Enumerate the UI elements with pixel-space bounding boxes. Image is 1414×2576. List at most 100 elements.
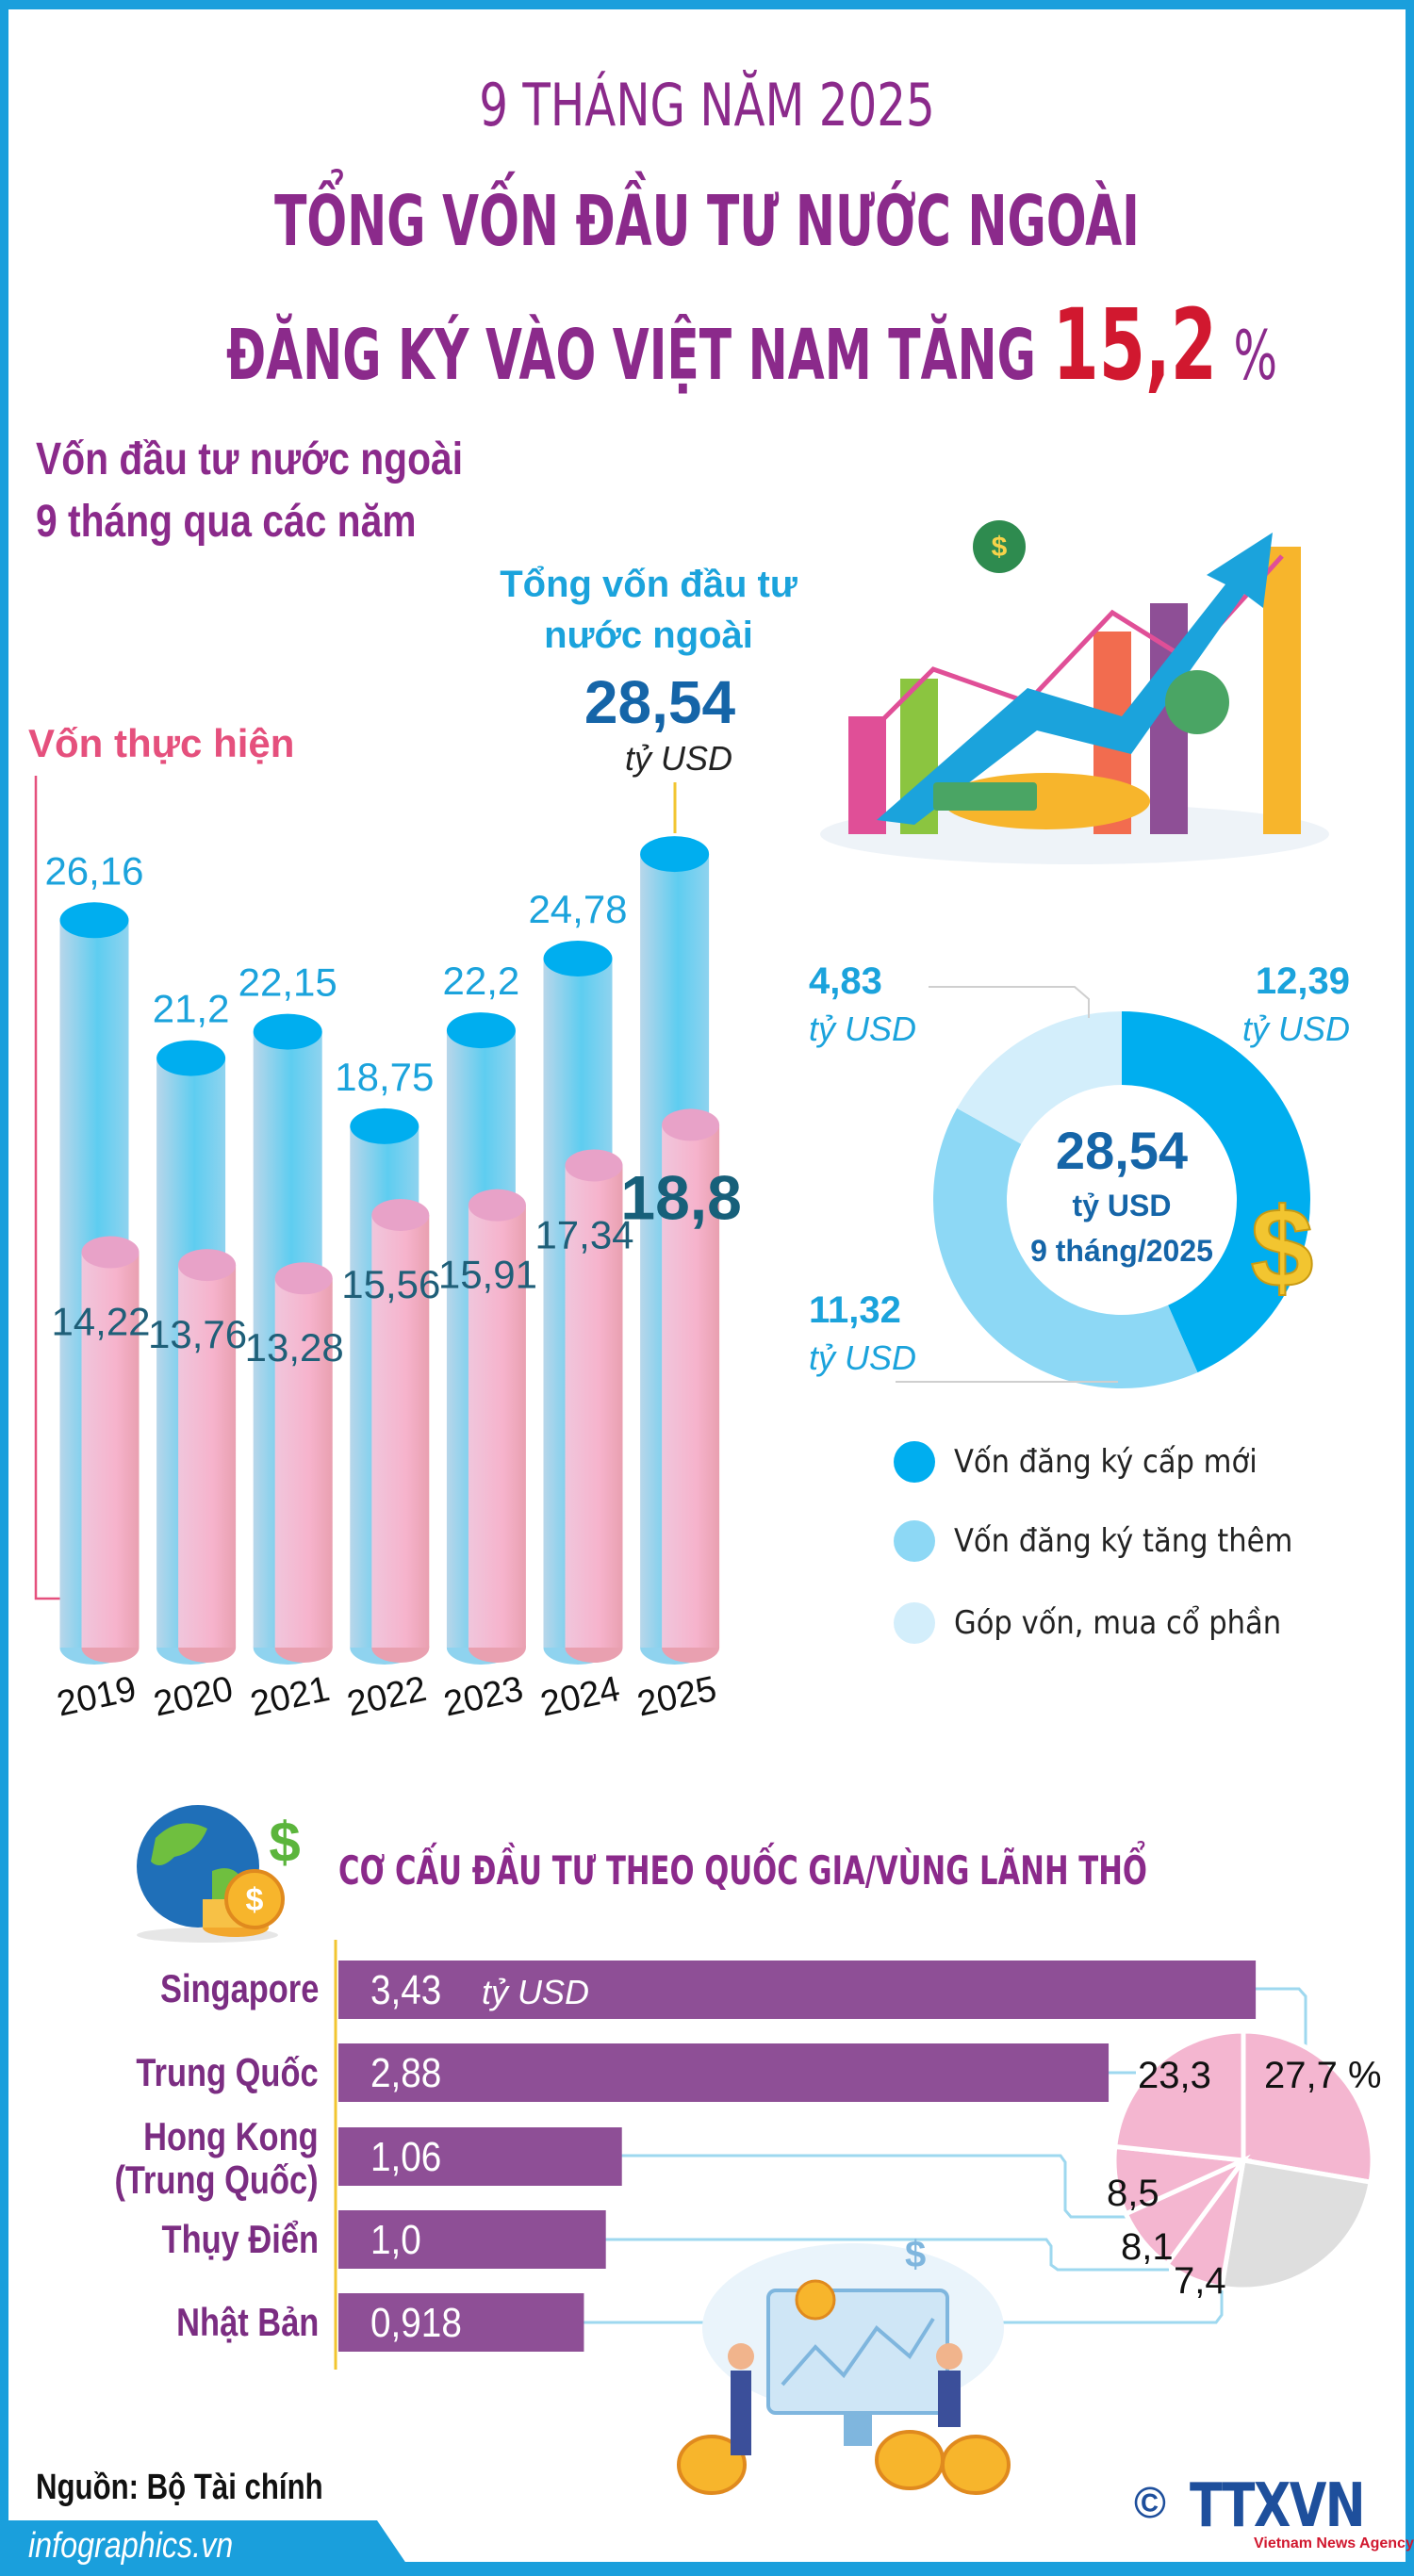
website-link[interactable]: infographics.vn xyxy=(28,2526,234,2566)
realized-value-label: 14,22 xyxy=(51,1300,150,1344)
realized-value-label: 13,76 xyxy=(148,1312,247,1356)
country-bar xyxy=(338,2127,622,2186)
year-tick-label: 2024 xyxy=(537,1669,623,1725)
svg-text:$: $ xyxy=(246,1882,264,1918)
frame-top xyxy=(0,0,1414,9)
section1-title-line2: 9 tháng qua các năm xyxy=(36,497,417,547)
donut-label-value: 12,39 xyxy=(1256,960,1350,1002)
total-label-line2: nước ngoài xyxy=(544,615,753,656)
copyright-icon: © xyxy=(1134,2478,1166,2527)
donut-center-value: 28,54 xyxy=(1056,1121,1188,1180)
pie-slice xyxy=(1163,2158,1246,2290)
bar-unit-label: tỷ USD xyxy=(482,1973,589,2011)
realized-cylinder-top xyxy=(565,1149,623,1182)
pie-share-label: 27,7 % xyxy=(1264,2055,1382,2096)
svg-text:$: $ xyxy=(905,2234,926,2275)
pie-slice xyxy=(1111,2143,1253,2218)
year-tick-label: 2025 xyxy=(633,1669,719,1725)
capital-structure-donut: 4,83 tỷ USD 12,39 tỷ USD 11,32 tỷ USD 28… xyxy=(809,960,1350,1388)
country-bar xyxy=(338,2043,1110,2102)
yearly-investment-chart: 26,16 14,22 2019 21,2 13,76 2020 22,15 13,28 202… xyxy=(34,776,742,1725)
realized-cylinder-top xyxy=(178,1249,237,1282)
donut-label-value: 4,83 xyxy=(809,960,882,1002)
frame-left xyxy=(0,0,8,2576)
total-cylinder-top xyxy=(640,836,710,873)
section1-title-line1: Vốn đầu tư nước ngoài xyxy=(36,435,464,484)
total-value-label: 24,78 xyxy=(528,887,627,931)
legend-item-new-capital: Vốn đăng ký cấp mới xyxy=(894,1441,1291,1483)
country-label-line: Hong Kong xyxy=(143,2114,319,2158)
total-value-label: 22,2 xyxy=(443,959,520,1003)
realized-cylinder-body xyxy=(662,1124,720,1648)
business-illustration: $ xyxy=(677,2234,1011,2495)
plant-icon xyxy=(1165,670,1229,734)
country-label: Singapore xyxy=(159,1966,319,2010)
total-value-label: 18,75 xyxy=(335,1055,434,1099)
legend-label: Vốn đăng ký tăng thêm xyxy=(954,1522,1293,1560)
realized-value-label: 15,91 xyxy=(438,1253,537,1297)
globe-money-icon: $ $ xyxy=(137,1805,301,1943)
total-cylinder-top xyxy=(350,1108,419,1144)
title-main-line1: TỔNG VỐN ĐẦU TƯ NƯỚC NGOÀI xyxy=(274,181,1140,262)
donut-label-value: 11,32 xyxy=(809,1289,901,1331)
legend-swatch xyxy=(894,1441,935,1483)
realized-cylinder-top xyxy=(274,1262,333,1295)
country-bar-value: 1,06 xyxy=(370,2133,441,2180)
donut-slice-share-purchase xyxy=(957,1011,1122,1144)
legend-item-added-capital: Vốn đăng ký tăng thêm xyxy=(894,1520,1330,1562)
donut-slice-added-capital xyxy=(933,1108,1198,1388)
total-cylinder-top xyxy=(59,902,129,939)
growth-arrow-icon xyxy=(877,533,1273,825)
total-cylinder-top xyxy=(253,1013,322,1050)
section2-title: CƠ CẤU ĐẦU TƯ THEO QUỐC GIA/VÙNG LÃNH TH… xyxy=(338,1847,1147,1894)
donut-center-unit: tỷ USD xyxy=(1073,1189,1172,1222)
total-cylinder-top xyxy=(446,1012,516,1049)
connector-line xyxy=(1256,1987,1307,2045)
country-bar-value: 2,88 xyxy=(370,2049,441,2096)
realized-cylinder-top xyxy=(371,1198,430,1231)
pie-share-label: 7,4 xyxy=(1174,2260,1226,2302)
total-label-line1: Tổng vốn đầu tư xyxy=(500,564,797,605)
country-label: Trung Quốc xyxy=(136,2050,319,2094)
legend-label: Góp vốn, mua cổ phần xyxy=(954,1604,1282,1642)
frame-right xyxy=(1406,0,1414,2576)
country-bar-value: 0,918 xyxy=(370,2299,462,2346)
year-tick-label: 2019 xyxy=(54,1669,140,1725)
country-bar xyxy=(338,2210,606,2269)
total-cylinder-top xyxy=(156,1040,226,1076)
ttxvn-logo-subtitle: Vietnam News Agency xyxy=(1254,2535,1414,2551)
realized-label: Vốn thực hiện xyxy=(28,721,295,765)
country-bar xyxy=(338,2293,584,2352)
money-bag-icon xyxy=(973,520,1026,573)
country-label: Hong Kong (Trung Quốc) xyxy=(115,2115,319,2202)
ttxvn-logo: TTXVN xyxy=(1190,2471,1366,2541)
illustration-bar xyxy=(1263,547,1301,834)
total-value-label: 26,16 xyxy=(44,848,143,893)
country-bar-value: 1,0 xyxy=(370,2216,421,2263)
year-tick-label: 2023 xyxy=(440,1669,526,1725)
realized-value-label: 15,56 xyxy=(341,1262,440,1306)
cash-stack xyxy=(933,782,1037,811)
realized-cylinder-top xyxy=(81,1236,140,1269)
year-tick-label: 2020 xyxy=(150,1669,236,1725)
title-main-line2: ĐĂNG KÝ VÀO VIỆT NAM TĂNG 15,2 % xyxy=(226,287,1277,402)
growth-illustration: $ xyxy=(820,520,1329,864)
ground-shadow xyxy=(820,804,1329,864)
country-label: Nhật Bản xyxy=(175,2300,319,2344)
realized-cylinder-body xyxy=(565,1165,623,1648)
website-banner xyxy=(0,2520,415,2576)
donut-label-unit: tỷ USD xyxy=(809,1338,916,1377)
total-value: 28,54 xyxy=(584,668,736,736)
growth-unit: % xyxy=(1233,316,1278,395)
legend-item-share-purchase: Góp vốn, mua cổ phần xyxy=(894,1602,1318,1644)
realized-cylinder-top xyxy=(468,1189,526,1222)
realized-cylinder-body xyxy=(468,1205,526,1648)
pie-slice xyxy=(1218,2158,1373,2292)
realized-cylinder-top xyxy=(662,1108,720,1141)
year-tick-label: 2021 xyxy=(247,1669,333,1725)
realized-value-label: 17,34 xyxy=(534,1212,633,1256)
donut-slice-new-capital xyxy=(1122,1011,1310,1373)
year-tick-label: 2022 xyxy=(344,1669,430,1725)
legend-label: Vốn đăng ký cấp mới xyxy=(954,1443,1258,1481)
